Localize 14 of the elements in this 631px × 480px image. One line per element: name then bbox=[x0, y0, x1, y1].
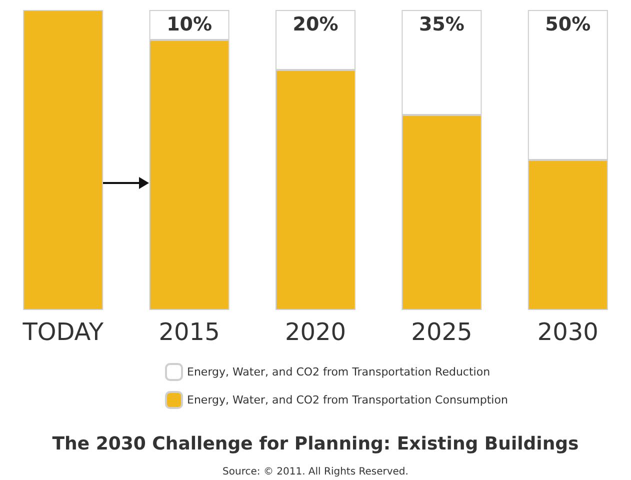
legend-label: Energy, Water, and CO2 from Transportation Consumption bbox=[187, 394, 508, 406]
legend-label: Energy, Water, and CO2 from Transportation Reduction bbox=[187, 366, 490, 378]
x-tick-label: 2015 bbox=[158, 318, 220, 346]
data-label: 35% bbox=[418, 14, 464, 36]
data-label: 20% bbox=[292, 14, 338, 36]
x-tick-label: 2025 bbox=[411, 318, 472, 346]
x-tick-label: 2020 bbox=[284, 318, 346, 346]
data-label: 10% bbox=[166, 14, 212, 36]
data-label: 50% bbox=[545, 14, 591, 36]
x-tick-label: 2030 bbox=[537, 318, 598, 346]
bar bbox=[23, 10, 104, 310]
text: The 2030 Challenge for Planning: Existing Buildings bbox=[52, 434, 579, 454]
source-note: Source: © 2011. All Rights Reserved. bbox=[222, 466, 408, 478]
x-tick-label: TODAY bbox=[22, 318, 104, 346]
